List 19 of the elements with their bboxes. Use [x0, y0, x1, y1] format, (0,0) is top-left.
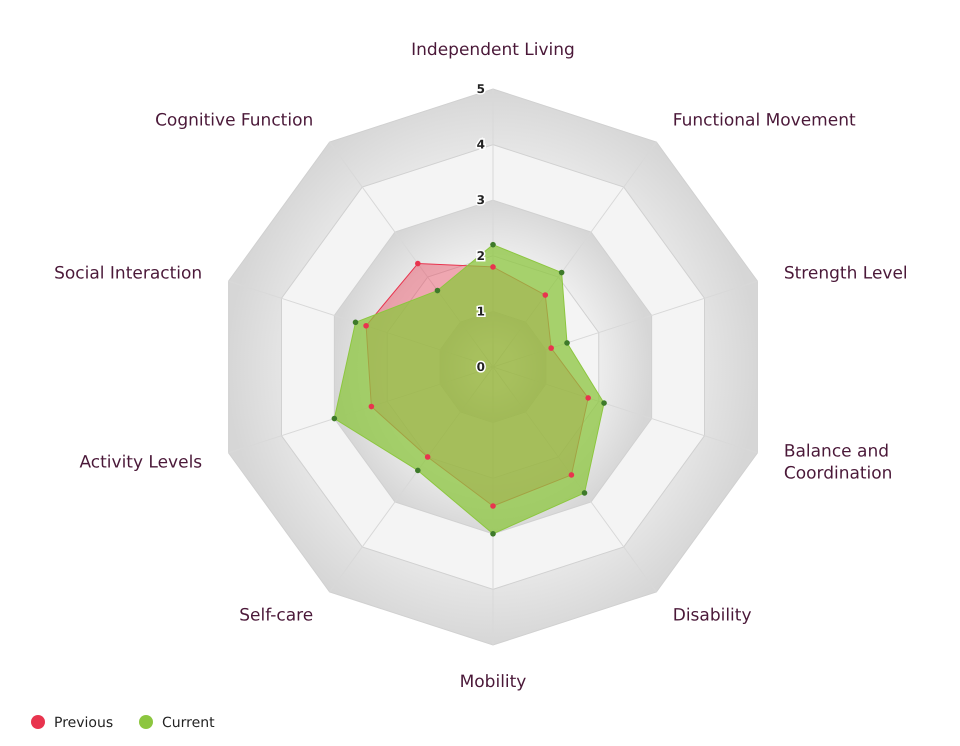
spoke-label: Activity Levels — [79, 452, 202, 472]
spoke-label: Mobility — [460, 672, 526, 692]
legend-entry: Current — [139, 715, 215, 731]
legend-label: Current — [162, 715, 216, 731]
legend-label: Previous — [54, 715, 114, 731]
spoke-label: Independent Living — [411, 40, 575, 60]
spoke-label: Strength Level — [784, 264, 908, 284]
spoke-label: Disability — [672, 605, 752, 626]
y-tick-label: 4 — [476, 138, 485, 152]
spoke-label: Balance and Coordination — [784, 441, 892, 484]
spoke-label: Functional Movement — [672, 110, 856, 131]
y-tick-label: 1 — [476, 304, 485, 318]
spoke-label: Self-care — [239, 605, 314, 626]
y-tick-label: 3 — [476, 193, 485, 208]
spoke-label: Social Interaction — [54, 264, 202, 284]
y-tick-label: 5 — [476, 82, 485, 96]
y-tick-label: 0 — [476, 360, 485, 374]
spoke-label: Cognitive Function — [155, 110, 314, 131]
legend-entry: Previous — [31, 715, 114, 731]
